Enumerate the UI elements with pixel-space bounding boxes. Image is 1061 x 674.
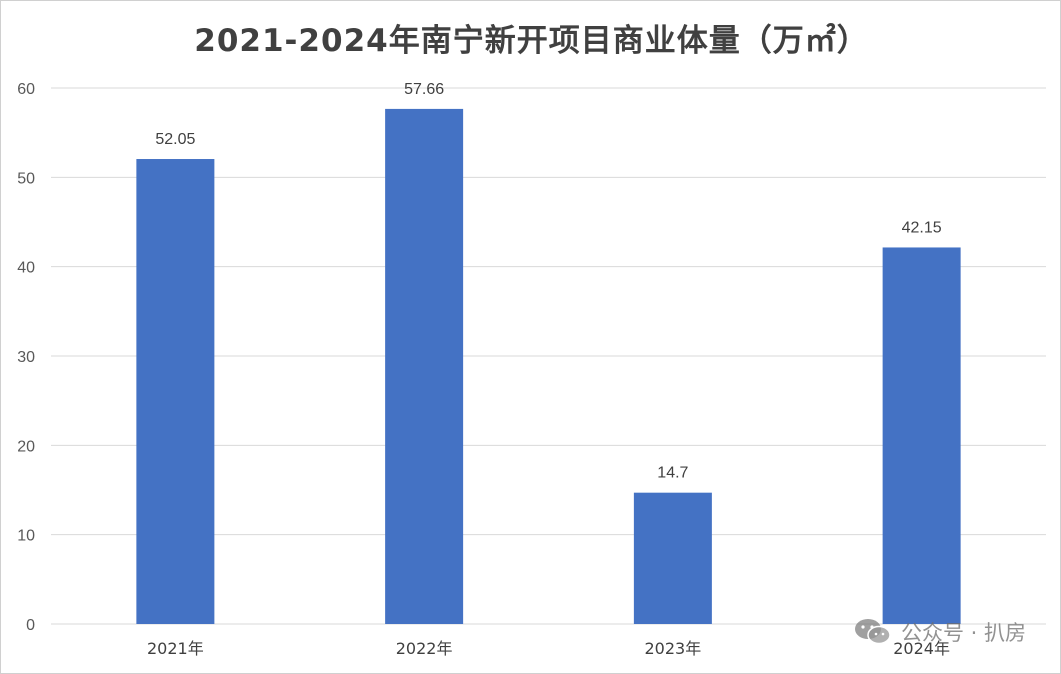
- bar: [385, 108, 464, 625]
- bar: [882, 247, 961, 624]
- watermark: 公众号 · 扒房: [853, 617, 1026, 647]
- y-tick-label: 60: [17, 81, 35, 98]
- bar: [633, 492, 712, 624]
- data-label: 42.15: [902, 219, 942, 236]
- wechat-icon: [854, 619, 891, 645]
- data-label: 57.66: [404, 81, 444, 98]
- data-label: 52.05: [155, 131, 195, 148]
- data-label: 14.7: [657, 465, 688, 482]
- watermark-text: 公众号 · 扒房: [900, 621, 1026, 645]
- chart-title: 2021-2024年南宁新开项目商业体量（万㎡）: [194, 23, 869, 59]
- y-tick-label: 0: [26, 617, 35, 634]
- x-category-label: 2022年: [396, 639, 453, 658]
- y-tick-label: 30: [17, 349, 35, 366]
- y-tick-label: 50: [17, 170, 35, 187]
- x-category-label: 2023年: [645, 639, 702, 658]
- x-category-label: 2024年: [893, 639, 950, 658]
- bar: [136, 159, 215, 624]
- y-tick-label: 40: [17, 260, 35, 277]
- y-tick-label: 10: [17, 528, 35, 545]
- y-tick-label: 20: [17, 438, 35, 455]
- x-category-label: 2021年: [147, 639, 204, 658]
